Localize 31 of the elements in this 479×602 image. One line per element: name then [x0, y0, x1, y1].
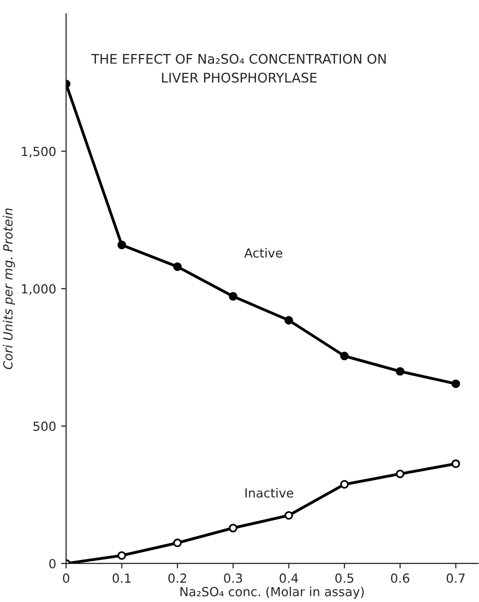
text: THE EFFECT OF Na₂SO₄ CONCENTRATION ON LIVER PHOSPHORYLASE [91, 54, 386, 83]
x-tick-label: 0.5 [335, 573, 354, 583]
point [451, 379, 460, 388]
x-tick-label: 0.2 [168, 573, 186, 583]
y-axis-title: Cori Units per mg. Protein [2, 208, 16, 370]
series-label: Inactive [245, 488, 294, 498]
point [396, 367, 404, 376]
text: Active [244, 248, 282, 258]
x-tick-label: 0.4 [280, 573, 298, 583]
point [340, 480, 349, 489]
x-tick-label: 0 [62, 573, 70, 583]
y-tick-label: 500 [33, 422, 56, 431]
point [228, 292, 238, 301]
x-axis-title: Na₂SO₄ conc. (Molar in assay) [180, 586, 364, 599]
x-tick-label: 0.1 [112, 573, 131, 583]
point [228, 524, 238, 532]
x-tick-label: 0.6 [390, 573, 410, 583]
y-tick-label: 1,000 [22, 284, 56, 295]
point [117, 551, 126, 560]
point [396, 470, 404, 478]
point [340, 352, 349, 360]
x-tick-label: 0.7 [446, 573, 465, 583]
point [284, 316, 294, 325]
point [284, 511, 294, 520]
point [451, 459, 460, 468]
y-tick-label: 1,500 [22, 146, 56, 158]
x-tick-label: 0.3 [224, 573, 242, 583]
point [173, 538, 182, 548]
y-tick-label: 0 [49, 558, 56, 568]
point [173, 262, 182, 271]
point [117, 240, 126, 250]
